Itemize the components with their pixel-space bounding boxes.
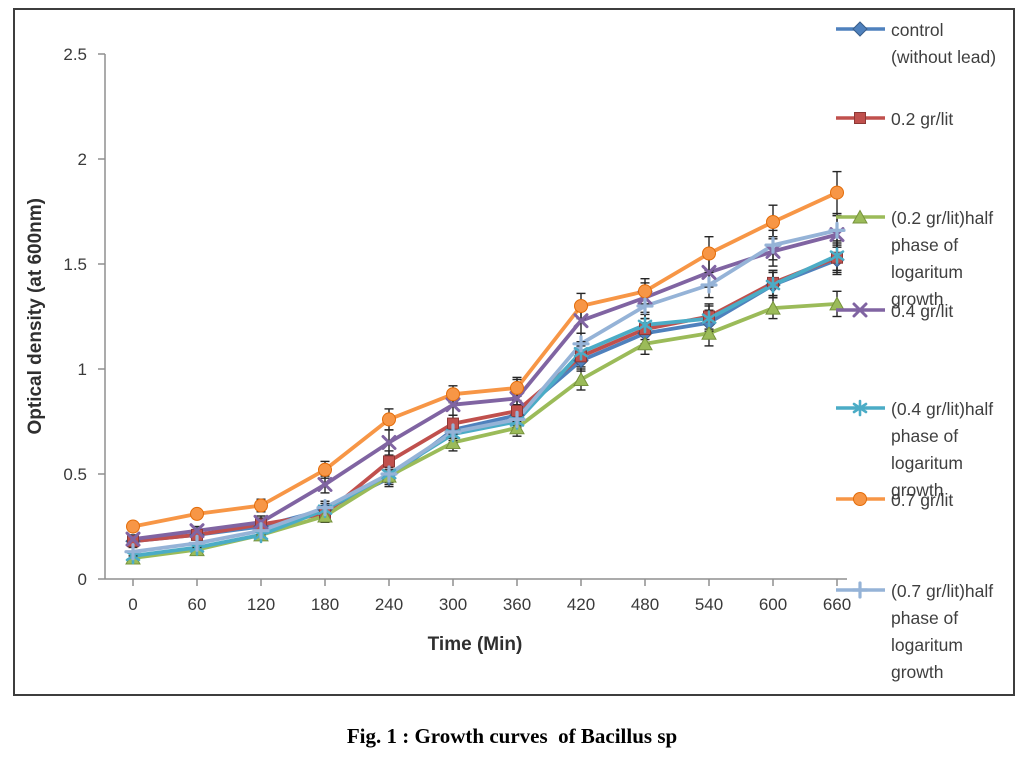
legend-item-0: control (without lead) — [833, 17, 1011, 71]
triangle-marker-icon — [836, 209, 885, 224]
legend-item-5: 0.7 gr/lit — [833, 487, 1011, 514]
x-tick-label: 360 — [503, 595, 531, 614]
chart-series-errorbars-5 — [128, 170, 842, 532]
x-tick-label: 120 — [247, 595, 275, 614]
asterisk-marker-icon — [836, 399, 885, 417]
y-tick-label: 1 — [78, 360, 87, 379]
circle-marker-icon — [836, 492, 885, 506]
legend-label: 0.2 gr/lit — [891, 109, 954, 129]
chart-series-line-6 — [131, 228, 839, 554]
legend-label: (0.2 gr/lit)half phase of logaritum growth — [891, 208, 994, 309]
y-tick-label: 0 — [78, 570, 87, 589]
legend-item-6: (0.7 gr/lit)half phase of logaritum growth — [833, 578, 1011, 686]
x-tick-label: 480 — [631, 595, 659, 614]
chart-series-line-2 — [131, 301, 839, 560]
x-tick-label: 180 — [311, 595, 339, 614]
x-tick-label: 0 — [128, 595, 137, 614]
plus-marker-icon — [836, 581, 885, 599]
chart-series-markers-6 — [124, 221, 846, 561]
x-tick-label: 540 — [695, 595, 723, 614]
chart-series-line-1 — [131, 255, 839, 544]
chart-series-line-3 — [131, 232, 839, 541]
x-tick-label: 660 — [823, 595, 851, 614]
y-axis-title-wrap: Optical density (at 600nm) — [21, 54, 51, 579]
legend-label: (0.7 gr/lit)half phase of logaritum growth — [891, 581, 994, 682]
x-tick-label: 600 — [759, 595, 787, 614]
plot-svg: 0 0.5 1 1.5 2 2.5 0 60 120 180 240 300 360 420 480 540 6… — [63, 45, 851, 614]
chart-series-errorbars-0 — [128, 244, 842, 547]
y-tick-label: 1.5 — [63, 255, 87, 274]
chart-series-markers-5 — [126, 185, 844, 534]
legend-item-3: 0.4 gr/lit — [833, 298, 1011, 325]
diamond-marker-icon — [836, 21, 885, 37]
chart-series-markers-3 — [125, 227, 845, 547]
chart-figure: 0 0.5 1 1.5 2 2.5 0 60 120 180 240 300 360 420 480 540 6… — [13, 8, 1015, 696]
y-tick-label: 2 — [78, 150, 87, 169]
x-marker-icon — [836, 302, 885, 318]
x-tick-label: 300 — [439, 595, 467, 614]
y-tick-label: 0.5 — [63, 465, 87, 484]
x-tick-label: 60 — [188, 595, 207, 614]
chart-series-errorbars-1 — [128, 242, 842, 547]
legend: control (without lead) 0.2 gr/lit (0.2 gr/l… — [833, 10, 1011, 694]
legend-item-1: 0.2 gr/lit — [833, 106, 1011, 133]
figure-caption: Fig. 1 : Growth curves of Bacillus sp — [346, 724, 678, 748]
legend-label: control (without lead) — [891, 20, 997, 67]
legend-label: 0.7 gr/lit — [891, 490, 954, 510]
chart-series-markers-1 — [127, 251, 843, 548]
chart-series-line-5 — [131, 190, 839, 529]
legend-label: (0.4 gr/lit)half phase of logaritum growth — [891, 399, 994, 500]
axes: 0 0.5 1 1.5 2 2.5 0 60 120 180 240 300 360 420 480 540 6… — [63, 45, 851, 614]
chart-series-line-4 — [131, 253, 839, 558]
y-axis-title: Optical density (at 600nm) — [25, 198, 46, 435]
legend-label: 0.4 gr/lit — [891, 301, 954, 321]
legend-item-2: (0.2 gr/lit)half phase of logaritum growth — [833, 205, 1011, 313]
y-tick-label: 2.5 — [63, 45, 87, 64]
x-tick-label: 420 — [567, 595, 595, 614]
legend-item-4: (0.4 gr/lit)half phase of logaritum growth — [833, 396, 1011, 504]
x-axis-title: Time (Min) — [427, 634, 523, 655]
square-marker-icon — [836, 112, 885, 124]
chart-series-markers-4 — [125, 247, 845, 565]
x-tick-label: 240 — [375, 595, 403, 614]
